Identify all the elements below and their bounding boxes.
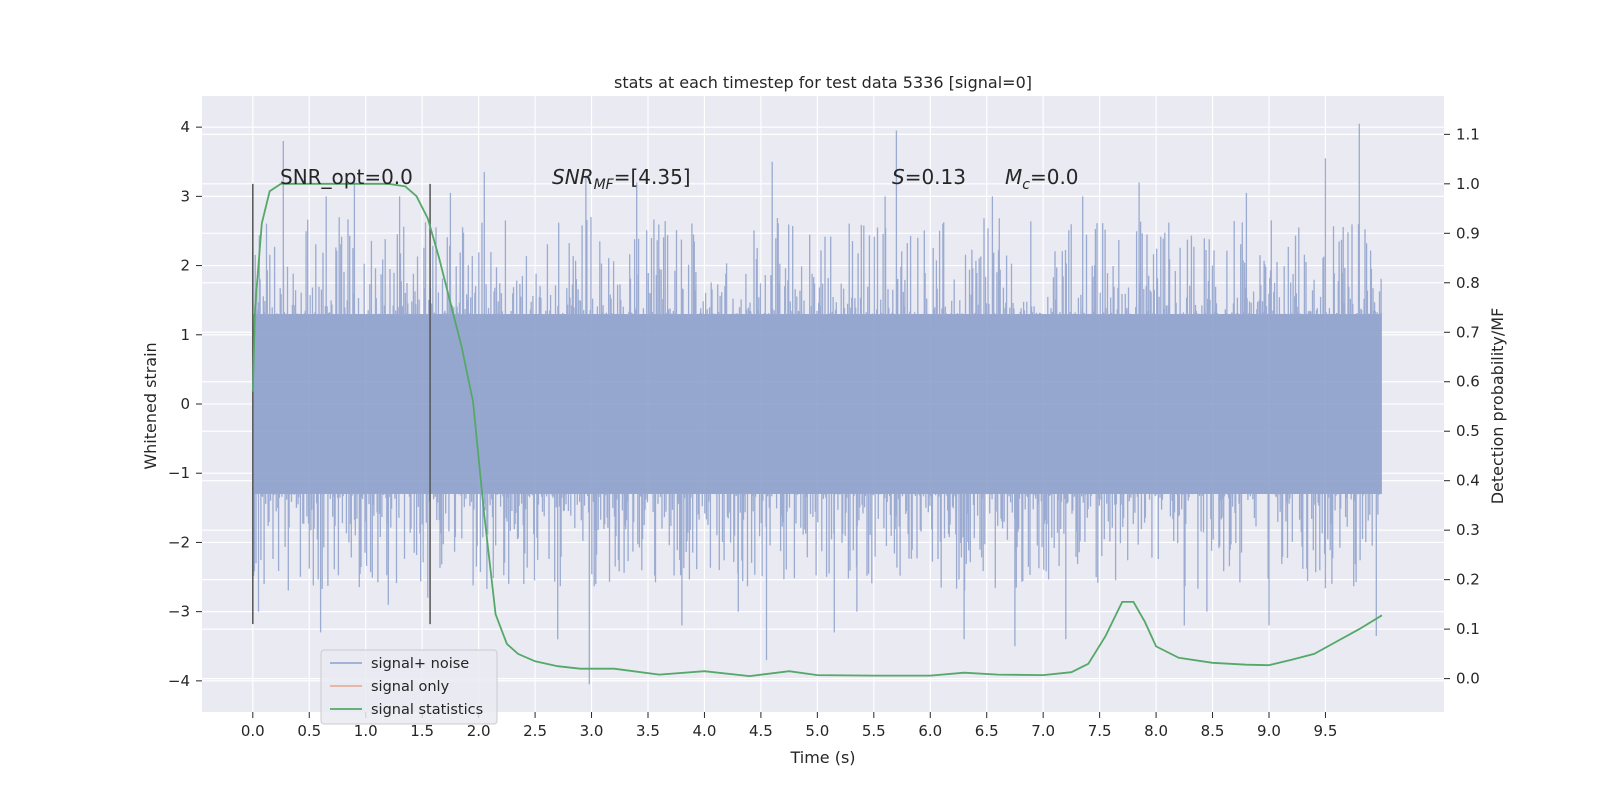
x-tick-label: 5.5 xyxy=(862,722,886,740)
x-tick-label: 1.5 xyxy=(410,722,434,740)
x-tick-label: 2.5 xyxy=(523,722,547,740)
y-tick-label: −3 xyxy=(168,603,190,621)
mc-subscript: c xyxy=(1022,177,1030,193)
y2-tick-label: 0.7 xyxy=(1456,323,1480,341)
x-tick-label: 7.5 xyxy=(1088,722,1112,740)
s-annotation: S=0.13 xyxy=(892,165,966,189)
y-tick-label: 4 xyxy=(180,118,190,136)
legend-label-signal-only: signal only xyxy=(371,679,450,695)
chart-title: stats at each timestep for test data 533… xyxy=(614,73,1032,92)
x-tick-label: 0.5 xyxy=(297,722,321,740)
snr-mf-annotation: SNRMF=[4.35] xyxy=(552,165,691,193)
y-tick-label: −2 xyxy=(168,533,190,551)
signal-statistics-series xyxy=(251,182,1383,678)
y2-tick-label: 0.6 xyxy=(1456,373,1480,391)
y2-tick-label: 0.8 xyxy=(1456,274,1480,292)
snr-mf-subscript: MF xyxy=(594,177,615,193)
y-tick-label: 3 xyxy=(180,187,190,205)
x-tick-label: 4.0 xyxy=(693,722,717,740)
snr-mf-value: =[4.35] xyxy=(614,165,691,189)
y2-tick-label: 0.2 xyxy=(1456,571,1480,589)
x-tick-label: 1.0 xyxy=(354,722,378,740)
y-tick-label: −1 xyxy=(168,464,190,482)
x-tick-label: 2.0 xyxy=(467,722,491,740)
y-tick-label: 2 xyxy=(180,257,190,275)
y-tick-label: −4 xyxy=(168,672,190,690)
x-tick-label: 5.0 xyxy=(805,722,829,740)
signal-noise-series xyxy=(252,123,1383,685)
x-tick-label: 6.5 xyxy=(975,722,999,740)
x-tick-label: 0.0 xyxy=(241,722,265,740)
y-tick-label: 1 xyxy=(180,326,190,344)
legend-label-signal-noise: signal+ noise xyxy=(371,656,469,672)
x-tick-label: 9.5 xyxy=(1314,722,1338,740)
s-symbol: S xyxy=(892,165,905,189)
noise-core xyxy=(252,314,1382,494)
y2-axis-ticks: 0.0 0.1 0.2 0.3 0.4 0.5 0.6 0.7 0.8 0.9 1.0 1.1 xyxy=(1444,125,1480,688)
signal-statistics-line xyxy=(251,182,1383,678)
s-value: =0.13 xyxy=(905,165,966,189)
y2-tick-label: 1.1 xyxy=(1456,125,1480,143)
y2-tick-label: 0.4 xyxy=(1456,472,1480,490)
y2-axis-label: Detection probability/MF xyxy=(1488,308,1507,505)
y-axis-label: Whitened strain xyxy=(141,342,160,469)
x-axis-ticks: 0.0 0.5 1.0 1.5 2.0 2.5 3.0 3.5 4.0 4.5 5.0 5.5 6.0 6… xyxy=(241,712,1337,740)
legend-box xyxy=(320,649,498,725)
snr-opt-annotation: SNR_opt=0.0 xyxy=(280,165,413,189)
x-axis-label: Time (s) xyxy=(789,748,855,767)
y2-tick-label: 0.5 xyxy=(1456,422,1480,440)
y2-tick-label: 0.0 xyxy=(1456,670,1480,688)
y2-tick-label: 0.3 xyxy=(1456,521,1480,539)
marker-lines xyxy=(252,183,431,625)
mc-value: =0.0 xyxy=(1030,165,1079,189)
y2-tick-label: 0.1 xyxy=(1456,620,1480,638)
y2-tick-label: 0.9 xyxy=(1456,224,1480,242)
x-tick-label: 4.5 xyxy=(749,722,773,740)
x-tick-label: 3.0 xyxy=(580,722,604,740)
y-axis-ticks: −4 −3 −2 −1 0 1 2 3 4 xyxy=(168,118,202,690)
legend: signal+ noise signal only signal statist… xyxy=(320,649,498,725)
mc-symbol: M xyxy=(1005,165,1022,189)
mc-annotation: Mc=0.0 xyxy=(1005,165,1079,193)
x-tick-label: 9.0 xyxy=(1257,722,1281,740)
legend-label-signal-statistics: signal statistics xyxy=(371,702,483,718)
x-tick-label: 8.5 xyxy=(1201,722,1225,740)
x-tick-label: 6.0 xyxy=(918,722,942,740)
snr-mf-symbol: SNR xyxy=(552,165,594,189)
x-tick-label: 7.0 xyxy=(1031,722,1055,740)
y2-tick-label: 1.0 xyxy=(1456,175,1480,193)
x-tick-label: 3.5 xyxy=(636,722,660,740)
y-tick-label: 0 xyxy=(180,395,190,413)
x-tick-label: 8.0 xyxy=(1144,722,1168,740)
